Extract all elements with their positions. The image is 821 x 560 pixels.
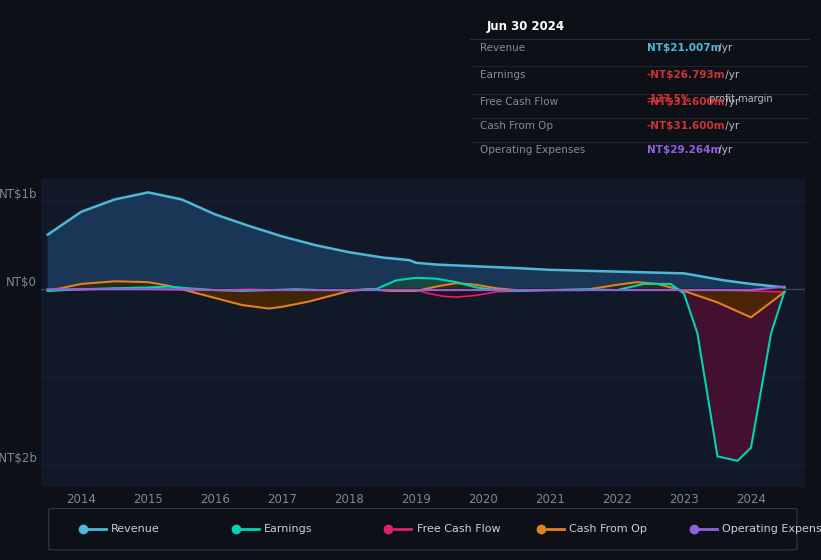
Text: /yr: /yr <box>722 70 739 80</box>
Text: -NT$31.600m: -NT$31.600m <box>647 97 726 107</box>
Text: Revenue: Revenue <box>479 43 525 53</box>
Text: Cash From Op: Cash From Op <box>479 121 553 131</box>
Text: Earnings: Earnings <box>264 524 313 534</box>
Text: Earnings: Earnings <box>479 70 525 80</box>
Text: -NT$31.600m: -NT$31.600m <box>647 121 726 131</box>
Text: NT$1b: NT$1b <box>0 188 37 201</box>
Text: /yr: /yr <box>715 145 732 155</box>
Text: NT$21.007m: NT$21.007m <box>647 43 722 53</box>
Text: -NT$2b: -NT$2b <box>0 452 37 465</box>
Text: NT$29.264m: NT$29.264m <box>647 145 721 155</box>
Text: profit margin: profit margin <box>706 94 773 104</box>
Text: -NT$26.793m: -NT$26.793m <box>647 70 726 80</box>
Text: /yr: /yr <box>722 121 739 131</box>
Text: Revenue: Revenue <box>112 524 160 534</box>
Text: -127.5%: -127.5% <box>647 94 691 104</box>
Text: /yr: /yr <box>715 43 732 53</box>
Text: Free Cash Flow: Free Cash Flow <box>417 524 500 534</box>
Text: Jun 30 2024: Jun 30 2024 <box>487 20 565 34</box>
Text: /yr: /yr <box>722 97 739 107</box>
Text: Operating Expenses: Operating Expenses <box>722 524 821 534</box>
Text: NT$0: NT$0 <box>7 276 37 289</box>
Text: Operating Expenses: Operating Expenses <box>479 145 585 155</box>
Text: Free Cash Flow: Free Cash Flow <box>479 97 558 107</box>
Text: Cash From Op: Cash From Op <box>570 524 647 534</box>
